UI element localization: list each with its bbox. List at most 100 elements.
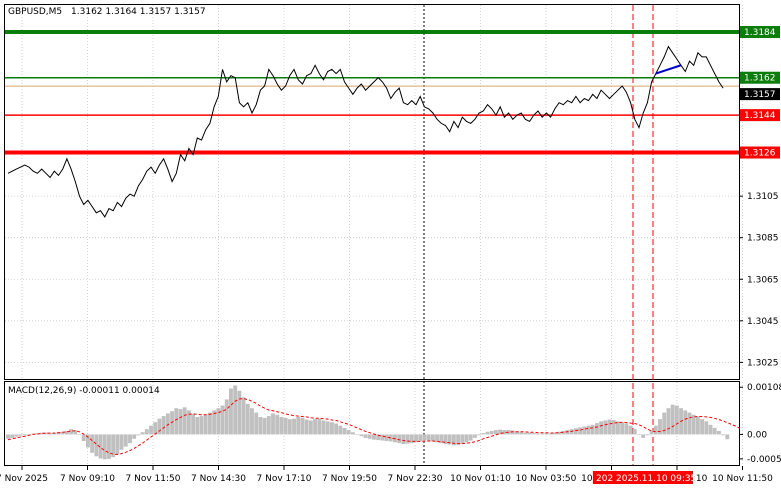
macd-bar	[123, 434, 128, 447]
symbol-label: GBPUSD,M5	[8, 7, 62, 17]
macd-header: MACD(12,26,9) -0.00011 0.00014	[8, 386, 160, 396]
macd-bar	[178, 409, 183, 435]
macd-bar	[359, 434, 364, 437]
macd-bar	[632, 429, 637, 435]
y-tick-label: 1.3105	[747, 192, 779, 202]
trend-segment	[655, 64, 682, 75]
level-tag	[740, 26, 780, 39]
macd-bar	[262, 417, 267, 435]
x-axis: 7 Nov 2025 7 Nov 09:10 7 Nov 11:50 7 Nov 14…	[0, 466, 773, 484]
macd-y-tick-label: 0.00108	[747, 383, 781, 393]
y-tick-label: 1.3025	[747, 358, 779, 368]
macd-bar	[266, 416, 271, 435]
macd-bar	[27, 434, 31, 435]
macd-bar	[451, 434, 456, 446]
macd-bar	[111, 434, 116, 458]
main-panel[interactable]	[4, 4, 740, 380]
macd-bar	[56, 432, 61, 435]
macd-bar	[233, 385, 238, 435]
macd-bar	[329, 422, 334, 435]
macd-bar	[212, 410, 217, 435]
macd-bar	[405, 434, 410, 444]
macd-bar	[594, 423, 599, 435]
macd-bar	[624, 423, 629, 435]
macd-bar	[367, 434, 372, 439]
level-lines: 1.3184 1.3162 1.3144 1.3126 1.3157	[5, 26, 780, 159]
macd-bar	[372, 434, 376, 440]
macd-bar	[590, 424, 595, 435]
macd-bar	[616, 421, 620, 435]
macd-bar	[250, 408, 254, 435]
macd-bar	[308, 420, 313, 435]
macd-bar	[515, 431, 519, 435]
macd-bar	[18, 434, 23, 436]
macd-bar	[674, 405, 679, 435]
macd-bar	[69, 429, 74, 435]
macd-y-tick-label: -0.00056	[747, 455, 781, 465]
chart-header: GBPUSD,M5 1.3162 1.3164 1.3157 1.3157	[8, 7, 206, 17]
macd-bar	[472, 434, 477, 438]
macd-bar	[687, 412, 692, 435]
macd-bar	[115, 434, 120, 455]
macd-bar	[207, 412, 212, 435]
macd-bar	[544, 433, 549, 435]
macd-y-tick-label: 0.00	[747, 430, 767, 440]
macd-bar	[716, 430, 721, 435]
macd-bar	[39, 432, 44, 435]
y-axis: 1.3105 1.3085 1.3065 1.3045 1.3025 0.00108 0.0…	[739, 192, 781, 465]
macd-bar	[599, 421, 604, 435]
macd-bar	[195, 416, 200, 435]
macd-bar	[338, 425, 343, 435]
macd-bar	[376, 434, 381, 441]
x-tick-label: 10 Nov 03:50	[516, 474, 577, 484]
macd-bar	[140, 432, 145, 435]
macd-bar	[603, 420, 608, 435]
macd-bar	[586, 425, 591, 435]
macd-bar	[519, 431, 524, 435]
macd-bar	[10, 434, 15, 438]
macd-bar	[136, 434, 141, 436]
macd-bar	[170, 411, 174, 435]
macd-bar	[649, 430, 654, 435]
macd-bar	[468, 434, 473, 441]
macd-bar	[447, 434, 452, 445]
macd-bar	[557, 431, 561, 435]
macd-bar	[304, 419, 309, 435]
macd-bar	[43, 432, 48, 435]
macd-bar	[203, 414, 208, 435]
macd-bar	[224, 399, 229, 435]
macd-bar	[607, 419, 612, 435]
y-tick-label: 1.3085	[747, 234, 779, 244]
macd-bar	[191, 413, 196, 435]
macd-bar	[645, 434, 650, 436]
macd-series	[6, 385, 741, 460]
macd-bar	[725, 434, 730, 440]
x-tick-label: 7 Nov 22:30	[388, 474, 443, 484]
macd-bar	[186, 410, 191, 435]
macd-bar	[721, 434, 726, 436]
macd-bar	[132, 434, 137, 439]
macd-bar	[540, 433, 545, 435]
macd-bar	[90, 434, 95, 453]
macd-bar	[363, 434, 368, 438]
macd-bar	[578, 427, 583, 435]
macd-bar	[397, 434, 402, 444]
macd-bar	[430, 434, 435, 442]
x-tick-label: 10 Nov 11:50	[712, 474, 773, 484]
macd-bar	[279, 416, 284, 435]
level-tag	[740, 71, 780, 84]
macd-bar	[700, 419, 705, 435]
macd-bar	[683, 410, 688, 435]
macd-bar	[245, 403, 250, 435]
macd-bar	[708, 424, 713, 435]
macd-bar	[182, 407, 187, 435]
level-tag-label: 1.3126	[744, 149, 776, 159]
macd-bar	[77, 434, 82, 435]
grid	[5, 5, 743, 465]
macd-bar	[653, 425, 658, 435]
macd-bar	[527, 432, 532, 435]
macd-bar	[98, 434, 103, 459]
macd-bar	[144, 429, 149, 435]
macd-bar	[52, 433, 57, 435]
